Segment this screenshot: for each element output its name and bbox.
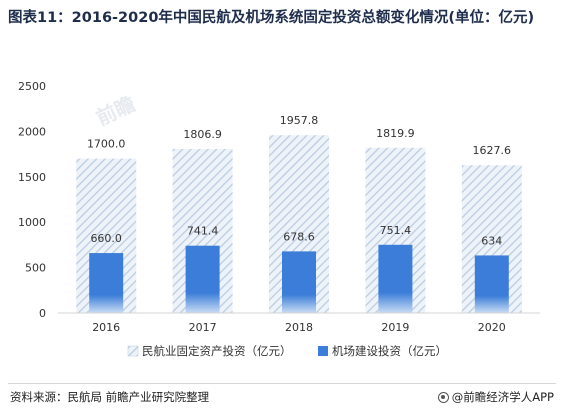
source-note: 资料来源：民航局 前瞻产业研究院整理 bbox=[10, 390, 210, 404]
y-tick-label: 1000 bbox=[18, 216, 46, 229]
x-tick-label: 2018 bbox=[285, 321, 313, 334]
y-tick-label: 500 bbox=[25, 262, 46, 275]
y-tick-label: 1500 bbox=[18, 171, 46, 184]
brand-logo-icon bbox=[437, 391, 449, 403]
x-tick-label: 2017 bbox=[189, 321, 217, 334]
x-tick-label: 2019 bbox=[381, 321, 409, 334]
bar-chart: 0 500 1000 1500 2000 2500 1700.0 660.0 1806.9 74… bbox=[18, 80, 540, 358]
bar-airport-investment bbox=[378, 244, 413, 313]
bar-airport-investment bbox=[474, 255, 509, 313]
bar-airport-investment bbox=[282, 251, 316, 313]
y-tick-label: 0 bbox=[39, 307, 46, 320]
footer-divider bbox=[8, 383, 556, 384]
brand-label: @前瞻经济学人APP bbox=[451, 390, 554, 404]
chart-title: 图表11：2016-2020年中国民航及机场系统固定投资总额变化情况(单位：亿元… bbox=[8, 10, 535, 26]
data-label-fixed-asset: 1627.6 bbox=[473, 144, 512, 157]
y-axis: 0 500 1000 1500 2000 2500 bbox=[18, 80, 46, 320]
bar-airport-investment bbox=[185, 245, 220, 313]
data-label-airport: 634 bbox=[481, 234, 502, 247]
brand-credit: @前瞻经济学人APP bbox=[437, 389, 554, 405]
bars: 1700.0 660.0 1806.9 741.4 1957.8 678.6 1819.9 7… bbox=[76, 114, 522, 313]
legend-label-fixed-asset: 民航业固定资产投资（亿元） bbox=[142, 344, 292, 358]
legend-label-airport: 机场建设投资（亿元） bbox=[332, 344, 447, 358]
data-label-fixed-asset: 1700.0 bbox=[87, 138, 126, 151]
x-tick-label: 2016 bbox=[92, 321, 120, 334]
y-tick-label: 2500 bbox=[18, 80, 46, 93]
data-label-fixed-asset: 1957.8 bbox=[280, 114, 319, 127]
data-label-airport: 678.6 bbox=[283, 230, 315, 243]
legend-swatch-fixed-asset bbox=[127, 345, 139, 357]
x-axis: 2016 2017 2018 2019 2020 bbox=[58, 312, 540, 334]
bar-airport-investment bbox=[89, 253, 124, 313]
data-label-airport: 751.4 bbox=[380, 224, 412, 237]
data-label-airport: 741.4 bbox=[187, 225, 219, 238]
legend-swatch-airport bbox=[318, 346, 328, 356]
y-tick-label: 2000 bbox=[18, 125, 46, 138]
legend: 民航业固定资产投资（亿元） 机场建设投资（亿元） bbox=[127, 344, 447, 358]
data-label-airport: 660.0 bbox=[90, 232, 122, 245]
data-label-fixed-asset: 1806.9 bbox=[183, 128, 222, 141]
data-label-fixed-asset: 1819.9 bbox=[376, 127, 415, 140]
x-tick-label: 2020 bbox=[478, 321, 506, 334]
